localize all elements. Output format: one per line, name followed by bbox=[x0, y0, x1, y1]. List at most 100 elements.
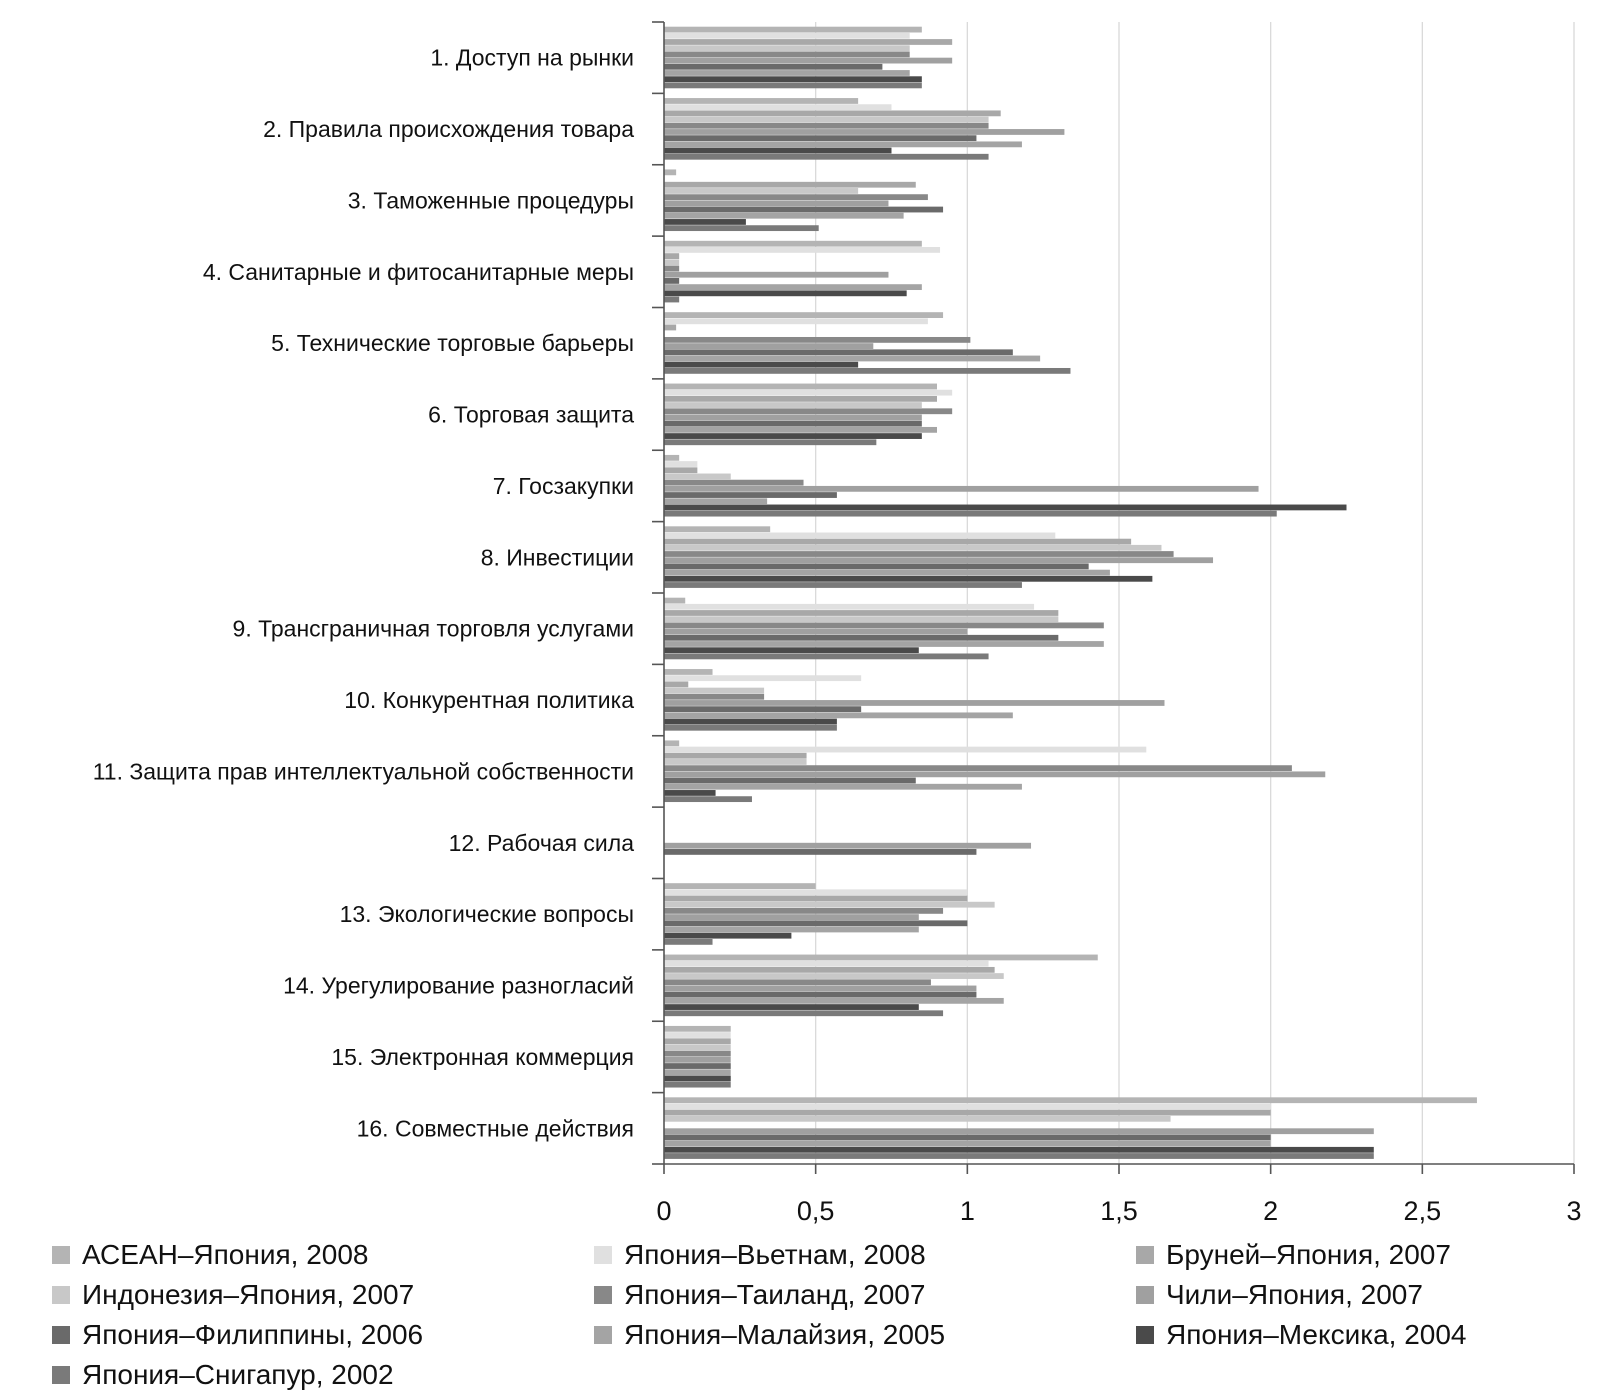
category-label-1: 1. Доступ на рынки bbox=[430, 45, 634, 71]
legend: АСЕАН–Япония, 2008 Япония–Вьетнам, 2008 Бр… bbox=[52, 1239, 1467, 1390]
bar-c3-s4 bbox=[664, 188, 859, 194]
bar-c2-s8 bbox=[664, 141, 1022, 148]
bar-c1-s4 bbox=[664, 45, 910, 52]
bar-c3-s5 bbox=[664, 194, 928, 201]
bar-c8-s8 bbox=[664, 569, 1110, 576]
bar-c6-s9 bbox=[664, 433, 922, 439]
bar-c15-s9 bbox=[664, 1075, 731, 1082]
bar-c10-s3 bbox=[664, 681, 689, 688]
bar-c11-s5 bbox=[664, 765, 1292, 772]
bar-c8-s10 bbox=[664, 582, 1022, 588]
category-label-6: 6. Торговая защита bbox=[428, 402, 634, 428]
bar-c9-s2 bbox=[664, 603, 1035, 610]
bar-c4-s1 bbox=[664, 240, 922, 247]
bar-c10-s4 bbox=[664, 687, 765, 694]
bar-c9-s7 bbox=[664, 634, 1059, 641]
bar-c16-s6 bbox=[664, 1128, 1374, 1135]
bar-c7-s8 bbox=[664, 498, 768, 505]
bar-c10-s8 bbox=[664, 712, 1013, 719]
category-label-8: 8. Инвестиции bbox=[481, 544, 634, 570]
x-tick-labels: 0 0,5 1 1,5 2 2,5 3 bbox=[656, 1196, 1581, 1226]
bar-c2-s9 bbox=[664, 147, 892, 154]
bar-c14-s6 bbox=[664, 985, 977, 992]
bar-c1-s8 bbox=[664, 70, 910, 76]
bar-c4-s6 bbox=[664, 271, 889, 278]
x-tick-label-1: 0,5 bbox=[797, 1196, 835, 1226]
bar-c4-s10 bbox=[664, 296, 680, 303]
legend-label-2: Япония–Вьетнам, 2008 bbox=[624, 1239, 926, 1270]
bar-c11-s9 bbox=[664, 790, 716, 796]
bar-c6-s8 bbox=[664, 426, 937, 433]
bar-c8-s1 bbox=[664, 526, 771, 533]
bar-c1-s2 bbox=[664, 32, 910, 39]
bar-c15-s6 bbox=[664, 1056, 731, 1063]
bar-c2-s1 bbox=[664, 98, 859, 104]
bar-c14-s1 bbox=[664, 954, 1098, 961]
bar-c6-s1 bbox=[664, 383, 937, 390]
bar-c16-s2 bbox=[664, 1103, 1271, 1110]
bar-c4-s3 bbox=[664, 253, 680, 260]
x-tick-label-5: 2,5 bbox=[1404, 1196, 1442, 1226]
bar-c14-s9 bbox=[664, 1004, 919, 1010]
bar-c11-s3 bbox=[664, 752, 807, 759]
bar-c16-s3 bbox=[664, 1109, 1271, 1116]
category-label-2: 2. Правила происхождения товара bbox=[263, 116, 634, 142]
bar-c16-s8 bbox=[664, 1140, 1271, 1147]
bar-c11-s6 bbox=[664, 771, 1326, 778]
bar-c12-s7 bbox=[664, 849, 977, 855]
x-tick-label-0: 0 bbox=[656, 1196, 671, 1226]
legend-swatch-7 bbox=[52, 1326, 70, 1344]
bar-c16-s10 bbox=[664, 1153, 1374, 1159]
bar-c7-s2 bbox=[664, 461, 698, 467]
x-tick-label-2: 1 bbox=[960, 1196, 975, 1226]
bar-c1-s3 bbox=[664, 39, 953, 45]
category-label-9: 9. Трансграничная торговля услугами bbox=[233, 616, 634, 642]
bar-c3-s6 bbox=[664, 200, 889, 207]
category-label-14: 14. Урегулирование разногласий bbox=[283, 973, 634, 999]
bar-c3-s9 bbox=[664, 219, 746, 225]
bar-c13-s3 bbox=[664, 895, 968, 902]
bar-c9-s8 bbox=[664, 641, 1104, 647]
bar-c16-s9 bbox=[664, 1146, 1374, 1153]
category-label-5: 5. Технические торговые барьеры bbox=[271, 330, 634, 356]
bar-c7-s6 bbox=[664, 485, 1259, 492]
bar-c8-s7 bbox=[664, 563, 1089, 570]
bar-c11-s10 bbox=[664, 796, 752, 803]
bar-c9-s10 bbox=[664, 653, 989, 660]
bar-c6-s5 bbox=[664, 408, 953, 415]
bar-c13-s10 bbox=[664, 938, 713, 945]
bar-c15-s10 bbox=[664, 1081, 731, 1088]
x-tick-label-3: 1,5 bbox=[1100, 1196, 1138, 1226]
x-tick-label-6: 3 bbox=[1566, 1196, 1581, 1226]
bar-c2-s10 bbox=[664, 153, 989, 160]
bar-c15-s8 bbox=[664, 1069, 731, 1076]
bar-c16-s1 bbox=[664, 1097, 1477, 1104]
bar-c15-s4 bbox=[664, 1044, 731, 1051]
legend-swatch-1 bbox=[52, 1246, 70, 1264]
bar-c2-s4 bbox=[664, 116, 989, 123]
bar-c15-s3 bbox=[664, 1038, 731, 1045]
bar-c5-s8 bbox=[664, 355, 1041, 362]
bar-c7-s1 bbox=[664, 454, 680, 461]
bar-c3-s10 bbox=[664, 225, 819, 232]
bar-c10-s10 bbox=[664, 724, 837, 731]
bar-c14-s4 bbox=[664, 973, 1004, 979]
bar-c13-s6 bbox=[664, 914, 919, 920]
bar-c11-s4 bbox=[664, 759, 807, 765]
x-tick-label-4: 2 bbox=[1263, 1196, 1278, 1226]
bar-c2-s7 bbox=[664, 135, 977, 142]
axes bbox=[652, 21, 1575, 1174]
bar-c4-s5 bbox=[664, 265, 680, 272]
legend-label-6: Чили–Япония, 2007 bbox=[1166, 1279, 1423, 1310]
category-label-7: 7. Госзакупки bbox=[493, 473, 634, 499]
bar-c5-s3 bbox=[664, 324, 677, 331]
bar-c7-s4 bbox=[664, 473, 731, 480]
category-labels: 1. Доступ на рынки 2. Правила происхожден… bbox=[93, 45, 635, 1142]
bar-c6-s4 bbox=[664, 402, 922, 408]
bar-c5-s2 bbox=[664, 318, 928, 325]
bar-c15-s5 bbox=[664, 1050, 731, 1057]
bar-c16-s4 bbox=[664, 1115, 1171, 1122]
bar-c11-s1 bbox=[664, 740, 680, 747]
bar-c9-s4 bbox=[664, 616, 1059, 623]
